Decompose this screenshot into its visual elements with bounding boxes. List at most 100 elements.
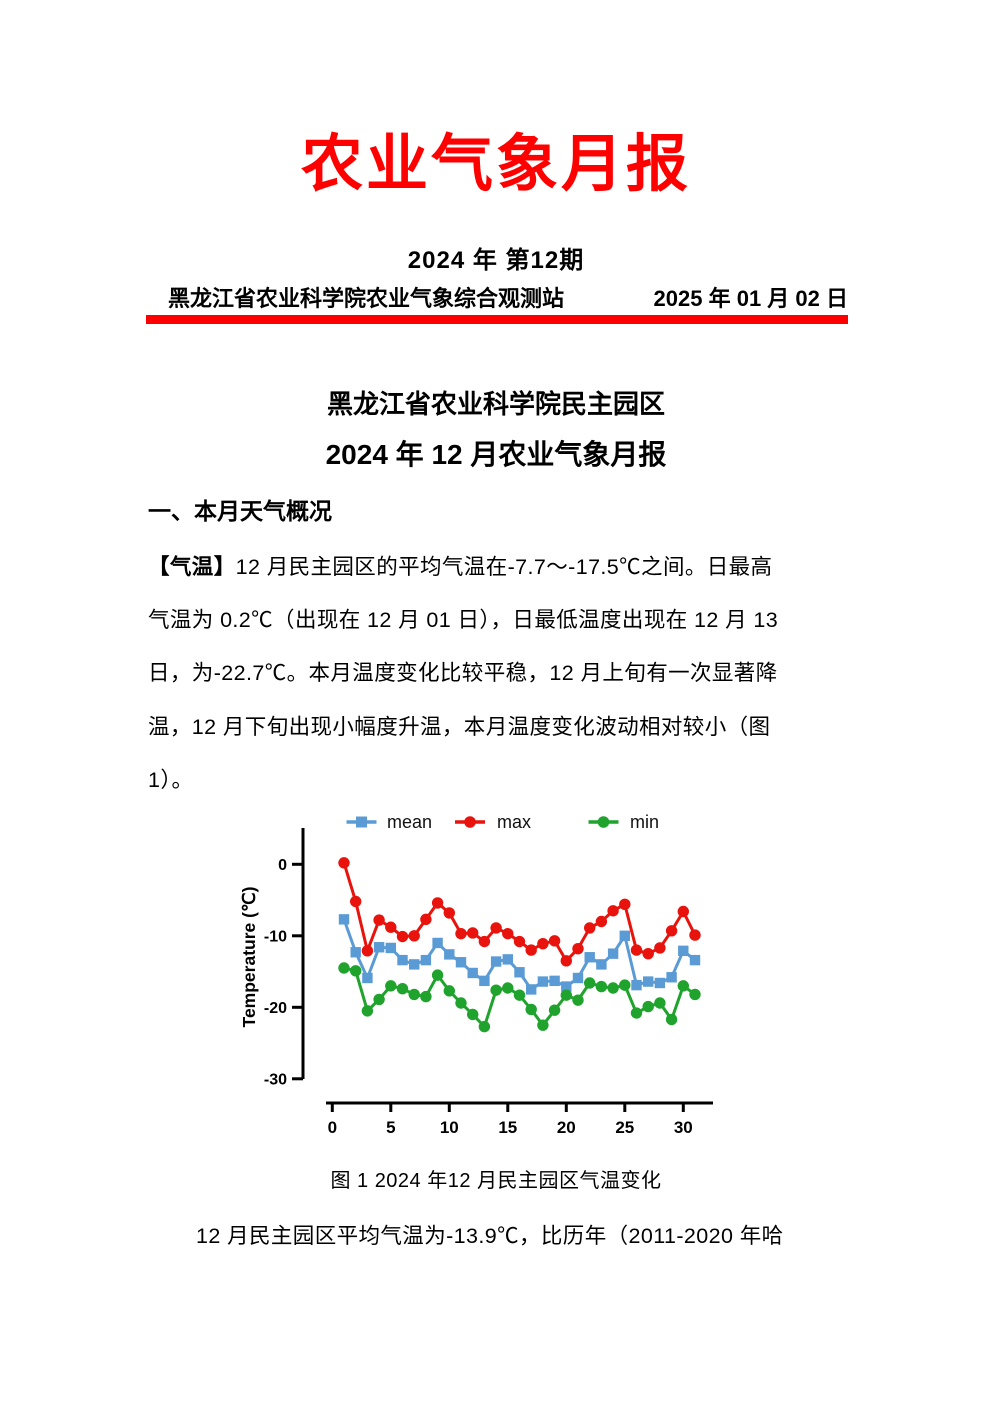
data-point (526, 984, 537, 995)
section-heading-weather-overview: 一、本月天气概况 (148, 498, 332, 524)
data-point (443, 985, 455, 997)
data-point (560, 989, 572, 1001)
data-point (666, 972, 677, 983)
data-point (350, 965, 362, 977)
data-point (431, 897, 444, 909)
data-point (548, 935, 561, 947)
y-axis-label: Temperature (℃) (239, 887, 259, 1028)
data-point (362, 972, 373, 984)
data-point (455, 997, 467, 1009)
data-point (525, 1003, 537, 1016)
min-legend-marker (597, 816, 610, 828)
data-point (431, 969, 444, 981)
data-point (478, 935, 491, 948)
data-point (502, 927, 514, 940)
x-tick-label: 20 (557, 1118, 576, 1137)
red-divider (146, 315, 848, 324)
y-tick-label: -30 (264, 1071, 287, 1088)
x-tick-label: 30 (674, 1118, 693, 1137)
data-point (595, 980, 608, 993)
max-legend-marker (464, 816, 476, 828)
data-point (561, 981, 572, 992)
x-tick-label: 10 (440, 1118, 459, 1137)
data-point (560, 955, 572, 967)
legend-label-mean: mean (387, 812, 432, 832)
legend-item-mean: mean (346, 812, 432, 832)
data-point (642, 1000, 654, 1013)
paragraph-line: 日，为-22.7℃。本月温度变化比较平稳，12 月上旬有一次显著降 (148, 661, 778, 686)
report-title: 农业气象月报 (300, 130, 691, 199)
data-point (432, 937, 443, 949)
report-subtitle-location: 黑龙江省农业科学院民主园区 (326, 389, 665, 419)
data-point (396, 930, 409, 943)
data-point (619, 930, 630, 941)
data-point (408, 930, 420, 942)
data-point (385, 942, 396, 954)
data-point (373, 942, 385, 953)
temperature-chart: 0 -10 -20 -30 Temperature (℃) 0 5 10 15 20 25 30 mea… (239, 812, 713, 1137)
y-tick-label: -10 (264, 928, 287, 945)
series-markers-mean (338, 914, 701, 995)
report-subtitle-month: 2024 年 12 月农业气象月报 (325, 439, 667, 470)
data-point (455, 927, 467, 940)
data-point (467, 967, 478, 979)
data-point (420, 954, 432, 966)
data-point (689, 929, 701, 941)
data-point (596, 959, 607, 970)
data-point (643, 976, 654, 987)
paragraph-line: 温，12 月下旬出现小幅度升温，本月温度变化波动相对较小（图 (148, 714, 771, 739)
series-markers-min (338, 962, 701, 1033)
data-point (678, 945, 689, 957)
x-tick-label: 25 (615, 1118, 634, 1137)
data-point (689, 988, 701, 1001)
data-point (338, 857, 350, 869)
mean-legend-marker (356, 816, 367, 828)
data-point (373, 914, 385, 926)
data-point (420, 990, 432, 1003)
data-point (385, 980, 397, 992)
paragraph-lead-label: 【气温】 (148, 555, 236, 579)
data-point (373, 993, 385, 1006)
data-point (502, 982, 514, 994)
header-info-row: 黑龙江省农业科学院农业气象综合观测站 2025 年 01 月 02 日 (148, 281, 848, 313)
data-point (361, 945, 374, 957)
temperature-paragraph: 【气温】12 月民主园区的平均气温在-7.7～-17.5℃之间。日最高 气温为 … (148, 541, 854, 807)
data-point (350, 895, 362, 908)
data-point (665, 1013, 678, 1026)
figure-1: 0 -10 -20 -30 Temperature (℃) 0 5 10 15 20 25 30 mea… (233, 797, 749, 1149)
data-point (502, 954, 513, 965)
data-point (490, 956, 502, 967)
data-point (654, 977, 666, 989)
issue-line: 2024 年 第12期 (407, 247, 585, 274)
data-point (654, 942, 666, 954)
data-point (584, 952, 595, 963)
data-point (385, 921, 397, 933)
paragraph-line: 1）。 (148, 767, 194, 792)
data-point (467, 1008, 479, 1021)
figure-caption: 图 1 2024 年12 月民主园区气温变化 (330, 1170, 662, 1192)
x-tick-label: 15 (498, 1118, 517, 1137)
data-point (443, 907, 455, 919)
y-tick-label: 0 (278, 857, 287, 874)
legend-label-max: max (497, 812, 531, 832)
paragraph-line: 气温为 0.2℃（出现在 12 月 01 日），日最低温度出现在 12 月 13 (148, 608, 779, 633)
data-point (642, 947, 654, 960)
data-point (548, 1004, 561, 1016)
data-point (537, 976, 549, 987)
data-point (525, 944, 537, 956)
data-point (607, 982, 619, 994)
y-tick-label: -20 (264, 1000, 287, 1017)
data-point (607, 948, 619, 959)
data-point (409, 959, 420, 970)
data-point (514, 967, 525, 978)
data-point (455, 957, 467, 968)
paragraph-line-text: 12 月民主园区的平均气温在-7.7～-17.5℃之间。日最高 (235, 555, 773, 579)
data-point (444, 949, 455, 960)
data-point (478, 1020, 491, 1033)
data-point (665, 925, 678, 937)
data-point (677, 980, 689, 992)
data-point (537, 1019, 549, 1031)
data-point (619, 979, 631, 991)
data-point (350, 947, 361, 958)
x-tick-label: 5 (386, 1118, 395, 1137)
